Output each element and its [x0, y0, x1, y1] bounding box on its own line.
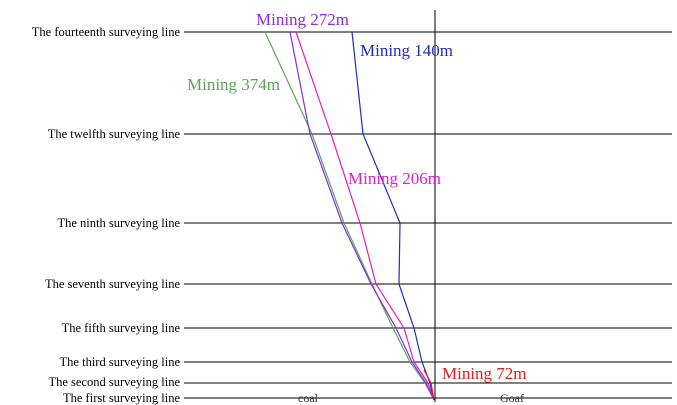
- label-third: The third surveying line: [60, 355, 181, 369]
- label-second: The second surveying line: [48, 375, 180, 389]
- label-first: The first surveying line: [63, 391, 180, 405]
- label-coal: coal: [298, 391, 319, 405]
- curve-mining-206m: [295, 31, 435, 401]
- label-twelfth: The twelfth surveying line: [48, 127, 181, 141]
- label-mining-374m: Mining 374m: [187, 75, 280, 94]
- label-fourteenth: The fourteenth surveying line: [32, 25, 181, 39]
- survey-line-labels: The fourteenth surveying line The twelft…: [32, 25, 181, 405]
- curve-mining-140m: [351, 31, 435, 401]
- label-mining-206m: Mining 206m: [348, 169, 441, 188]
- label-fifth: The fifth surveying line: [62, 321, 181, 335]
- label-seventh: The seventh surveying line: [45, 277, 180, 291]
- survey-lines: [184, 31, 672, 399]
- curve-mining-72m: [423, 369, 435, 401]
- curve-mining-374m: [264, 31, 435, 401]
- label-mining-72m: Mining 72m: [442, 364, 527, 383]
- curve-mining-272m: [289, 31, 435, 401]
- label-mining-140m: Mining 140m: [360, 41, 453, 60]
- label-mining-272m: Mining 272m: [256, 10, 349, 29]
- label-goaf: Goaf: [500, 391, 524, 405]
- label-ninth: The ninth surveying line: [57, 216, 180, 230]
